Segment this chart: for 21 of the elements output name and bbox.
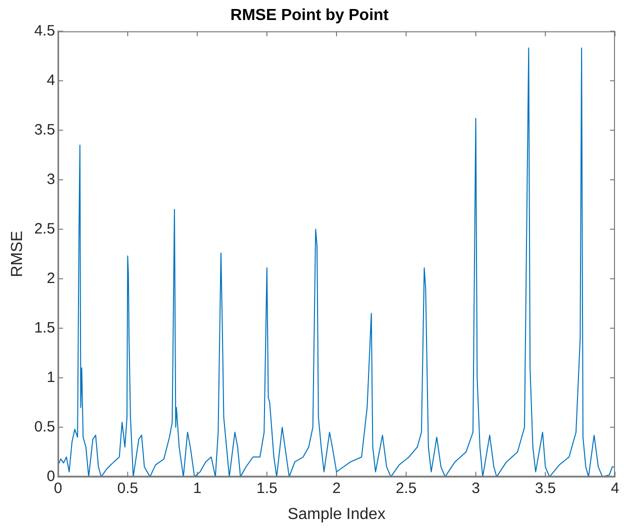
x-tick-label: 2.5	[396, 480, 417, 497]
y-axis-title: RMSE	[9, 230, 26, 278]
chart-title: RMSE Point by Point	[230, 7, 390, 24]
y-tick-label: 3	[46, 170, 56, 188]
y-tick-label: 3.5	[34, 121, 56, 138]
x-axis-title: Sample Index	[288, 506, 386, 523]
x-tick-label: 1.5	[256, 480, 278, 497]
x-tick-label: 3.5	[534, 480, 556, 497]
x-tick-label: 3	[472, 480, 480, 497]
x-tick-label: 4	[610, 480, 620, 497]
x-tick-label: 0.5	[117, 480, 138, 497]
y-tick-label: 2.5	[34, 220, 56, 238]
y-tick-label: 4	[46, 72, 56, 89]
x-tick-label: 2	[332, 480, 341, 497]
y-tick-label: 4.5	[34, 22, 56, 40]
y-tick-label: 1.5	[34, 319, 56, 336]
y-tick-label: 0	[46, 468, 56, 485]
x-tick-label: 1	[193, 480, 202, 497]
y-tick-label: 1	[46, 368, 56, 386]
y-tick-label: 2	[46, 270, 56, 287]
y-tick-label: 0.5	[34, 418, 56, 436]
